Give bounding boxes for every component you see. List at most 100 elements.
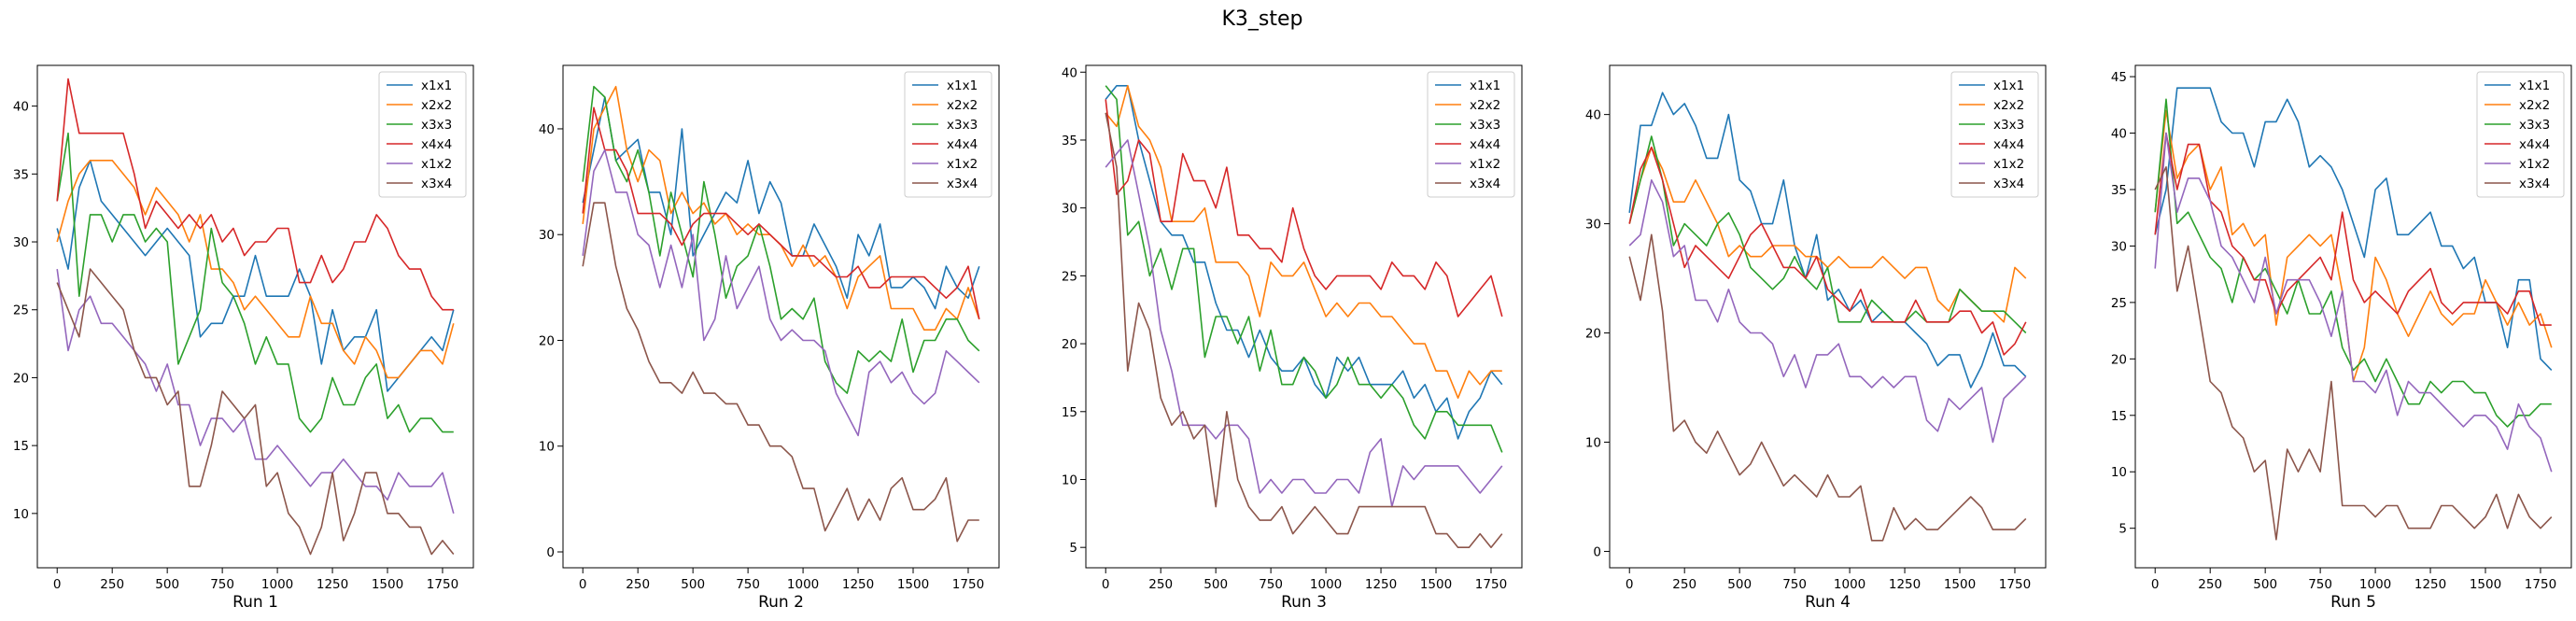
x-tick-label: 1500 bbox=[1420, 577, 1452, 592]
x-tick-label: 0 bbox=[1102, 577, 1110, 592]
x-tick-label: 1500 bbox=[2470, 577, 2501, 592]
x-tick-label: 250 bbox=[100, 577, 124, 592]
axes-frame bbox=[1085, 64, 1523, 569]
x-tick-label: 1000 bbox=[2359, 577, 2391, 592]
series-line-x1x2 bbox=[1628, 179, 2027, 444]
y-tick-label: 25 bbox=[1062, 269, 1077, 284]
y-tick-label: 30 bbox=[1062, 202, 1077, 217]
x-tick-label: 250 bbox=[1672, 577, 1696, 592]
x-axis-label: Run 1 bbox=[232, 593, 278, 612]
y-tick-label: 35 bbox=[2111, 183, 2127, 198]
legend-label: x1x1 bbox=[421, 78, 452, 93]
legend-label: x4x4 bbox=[947, 137, 978, 152]
series-line-x1x1 bbox=[1628, 92, 2027, 388]
y-tick-label: 10 bbox=[2111, 465, 2127, 480]
legend-label: x2x2 bbox=[1470, 98, 1500, 113]
y-tick-label: 5 bbox=[2119, 522, 2127, 537]
y-tick-label: 35 bbox=[13, 167, 29, 182]
y-tick-label: 30 bbox=[1585, 218, 1601, 233]
series-line-x3x4 bbox=[2154, 166, 2553, 541]
series-line-x3x3 bbox=[2154, 98, 2552, 428]
series-line-x3x4 bbox=[1628, 233, 2027, 542]
x-tick-label: 1250 bbox=[1365, 577, 1397, 592]
y-tick-label: 10 bbox=[1585, 436, 1601, 451]
y-tick-label: 20 bbox=[1585, 327, 1601, 342]
axes-frame bbox=[2134, 64, 2572, 569]
y-tick-label: 20 bbox=[1062, 337, 1077, 352]
y-tick-label: 20 bbox=[2111, 352, 2127, 367]
legend-label: x1x2 bbox=[2519, 157, 2550, 172]
plot-area bbox=[1105, 85, 1503, 549]
legend-label: x2x2 bbox=[1993, 98, 2024, 113]
y-tick-label: 15 bbox=[2111, 409, 2127, 424]
series-line-x1x1 bbox=[56, 160, 455, 392]
legend-label: x3x3 bbox=[947, 118, 978, 133]
legend-label: x3x3 bbox=[2519, 118, 2550, 133]
legend-label: x2x2 bbox=[2519, 98, 2550, 113]
x-tick-label: 1750 bbox=[1999, 577, 2031, 592]
legend-box bbox=[1427, 71, 1515, 198]
legend-label: x3x4 bbox=[1993, 176, 2024, 191]
y-tick-label: 40 bbox=[13, 100, 29, 115]
x-tick-label: 1750 bbox=[952, 577, 984, 592]
legend-label: x1x2 bbox=[421, 157, 452, 172]
y-tick-label: 10 bbox=[539, 440, 555, 455]
x-tick-label: 0 bbox=[1626, 577, 1634, 592]
x-tick-label: 1000 bbox=[787, 577, 819, 592]
series-line-x3x3 bbox=[56, 132, 454, 433]
axes-frame bbox=[562, 64, 1000, 569]
y-tick-label: 10 bbox=[1062, 473, 1077, 487]
series-line-x3x3 bbox=[582, 85, 980, 394]
y-tick-label: 40 bbox=[1585, 108, 1601, 123]
series-line-x4x4 bbox=[582, 106, 980, 319]
y-tick-label: 15 bbox=[1062, 405, 1077, 420]
x-tick-label: 1000 bbox=[1310, 577, 1342, 592]
y-tick-label: 40 bbox=[539, 122, 555, 137]
x-tick-label: 250 bbox=[2198, 577, 2222, 592]
figure-title: K3_step bbox=[1221, 7, 1302, 31]
y-tick-label: 5 bbox=[1069, 541, 1077, 556]
x-tick-label: 1500 bbox=[897, 577, 929, 592]
series-line-x1x2 bbox=[56, 268, 455, 515]
legend-label: x3x4 bbox=[2519, 176, 2550, 191]
series-line-x3x3 bbox=[1105, 85, 1503, 453]
legend-label: x3x3 bbox=[1470, 118, 1500, 133]
legend: x1x1 x2x2 x3x3 x4x4 x1x2 x3x4 bbox=[904, 71, 992, 198]
y-tick-label: 30 bbox=[13, 235, 29, 250]
y-tick-label: 30 bbox=[539, 228, 555, 243]
x-tick-label: 500 bbox=[681, 577, 705, 592]
legend: x1x1 x2x2 x3x3 x4x4 x1x2 x3x4 bbox=[1427, 71, 1515, 198]
x-tick-label: 1750 bbox=[1475, 577, 1507, 592]
legend-box bbox=[1950, 71, 2039, 198]
y-tick-label: 25 bbox=[2111, 296, 2127, 311]
x-tick-label: 1250 bbox=[842, 577, 874, 592]
legend-label: x4x4 bbox=[2519, 137, 2550, 152]
x-axis-label: Run 5 bbox=[2330, 593, 2376, 612]
legend-label: x1x2 bbox=[1470, 157, 1500, 172]
legend-box bbox=[2476, 71, 2565, 198]
x-tick-label: 0 bbox=[579, 577, 587, 592]
legend-label: x3x3 bbox=[1993, 118, 2024, 133]
y-tick-label: 40 bbox=[1062, 65, 1077, 80]
subplot-3: 0 250 500 750 1000 1250 1500 1750 5 10 15 20 25 30 35 4… bbox=[1062, 64, 1523, 612]
series-line-x4x4 bbox=[1105, 99, 1503, 318]
legend: x1x1 x2x2 x3x3 x4x4 x1x2 x3x4 bbox=[378, 71, 467, 198]
series-line-x3x4 bbox=[1105, 112, 1503, 549]
axes-frame bbox=[36, 64, 474, 569]
legend-label: x2x2 bbox=[947, 98, 978, 113]
legend-box bbox=[904, 71, 992, 198]
plot-area bbox=[2154, 87, 2553, 541]
legend-label: x3x4 bbox=[947, 176, 978, 191]
x-tick-label: 500 bbox=[1727, 577, 1752, 592]
y-tick-label: 0 bbox=[1593, 544, 1601, 559]
legend-label: x1x2 bbox=[947, 157, 978, 172]
plot-area bbox=[56, 78, 455, 556]
y-tick-label: 15 bbox=[13, 439, 29, 454]
series-line-x3x4 bbox=[56, 268, 455, 556]
legend-label: x1x1 bbox=[1993, 78, 2024, 93]
series-line-x3x3 bbox=[1628, 135, 2027, 334]
x-tick-label: 250 bbox=[626, 577, 650, 592]
legend-label: x3x4 bbox=[421, 176, 452, 191]
x-axis-label: Run 3 bbox=[1281, 593, 1327, 612]
